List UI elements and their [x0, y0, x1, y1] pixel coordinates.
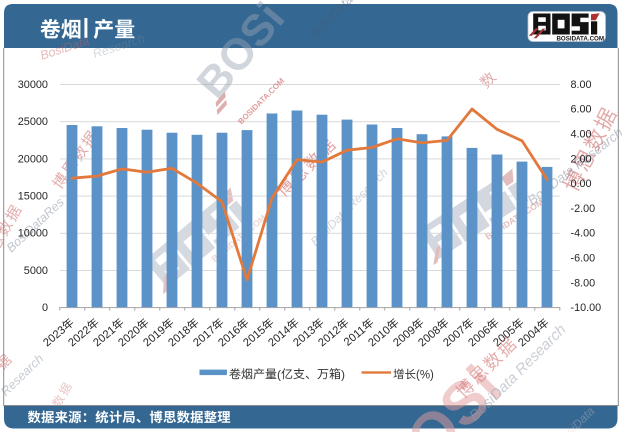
svg-text:2.00: 2.00 [571, 153, 592, 165]
svg-text:4.00: 4.00 [571, 129, 592, 141]
svg-text:0.00: 0.00 [571, 178, 592, 190]
svg-text:): ) [341, 367, 345, 381]
svg-text:8.00: 8.00 [571, 79, 592, 91]
svg-text:-2.00: -2.00 [571, 203, 596, 215]
svg-text:15000: 15000 [18, 191, 48, 203]
svg-text:-10.00: -10.00 [571, 302, 602, 314]
svg-text:(%): (%) [416, 369, 434, 381]
svg-text:10000: 10000 [18, 228, 48, 240]
svg-text:6.00: 6.00 [571, 104, 592, 116]
svg-text:5000: 5000 [24, 265, 48, 277]
svg-text:25000: 25000 [18, 116, 48, 128]
svg-text:0: 0 [42, 302, 48, 314]
svg-text:-8.00: -8.00 [571, 277, 596, 289]
svg-text:-6.00: -6.00 [571, 253, 596, 265]
svg-text:20000: 20000 [18, 153, 48, 165]
svg-text:-4.00: -4.00 [571, 228, 596, 240]
svg-text:30000: 30000 [18, 79, 48, 91]
svg-text:BOSIDATA.COM: BOSIDATA.COM [556, 35, 604, 42]
svg-text:(: ( [277, 367, 281, 381]
